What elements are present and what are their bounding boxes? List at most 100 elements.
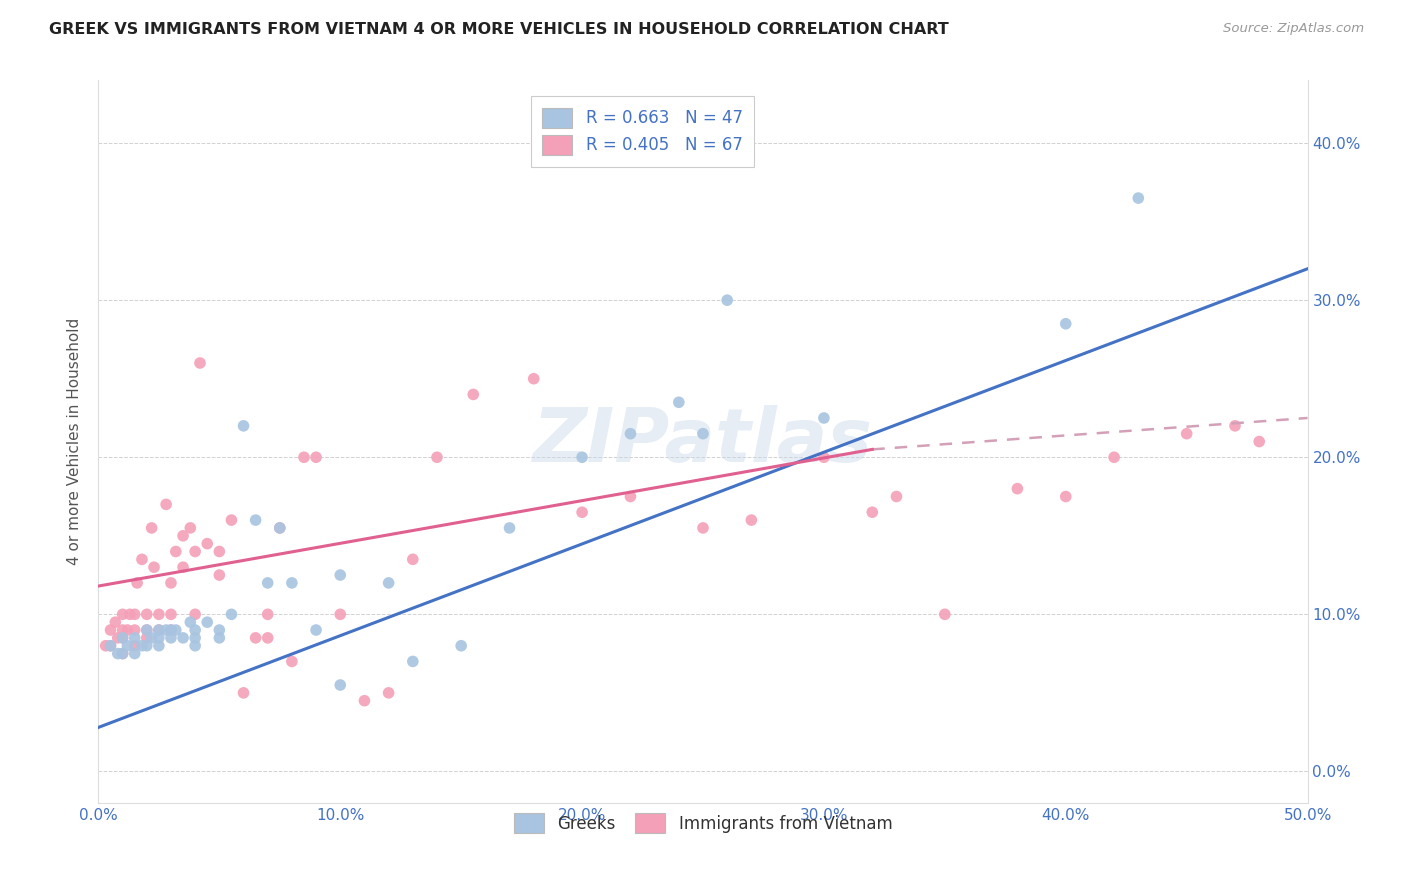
- Point: [117, 623, 139, 637]
- Point: [256, 575, 278, 590]
- Point: [208, 623, 231, 637]
- Point: [692, 521, 714, 535]
- Point: [232, 418, 254, 433]
- Point: [571, 450, 593, 465]
- Point: [131, 552, 153, 566]
- Point: [692, 426, 714, 441]
- Point: [135, 623, 157, 637]
- Point: [1054, 490, 1077, 504]
- Point: [402, 655, 425, 669]
- Point: [523, 372, 546, 386]
- Point: [1054, 317, 1077, 331]
- Point: [256, 607, 278, 622]
- Point: [184, 639, 207, 653]
- Point: [668, 395, 690, 409]
- Legend: Greeks, Immigrants from Vietnam: Greeks, Immigrants from Vietnam: [502, 801, 904, 845]
- Point: [1223, 418, 1246, 433]
- Point: [124, 639, 146, 653]
- Point: [463, 387, 485, 401]
- Point: [184, 607, 207, 622]
- Point: [1175, 426, 1198, 441]
- Text: Source: ZipAtlas.com: Source: ZipAtlas.com: [1223, 22, 1364, 36]
- Point: [571, 505, 593, 519]
- Point: [172, 560, 194, 574]
- Point: [208, 568, 231, 582]
- Point: [148, 631, 170, 645]
- Text: ZIPatlas: ZIPatlas: [533, 405, 873, 478]
- Point: [148, 623, 170, 637]
- Point: [195, 536, 218, 550]
- Point: [195, 615, 218, 630]
- Point: [232, 686, 254, 700]
- Point: [329, 678, 352, 692]
- Point: [305, 450, 328, 465]
- Point: [100, 639, 122, 653]
- Point: [148, 639, 170, 653]
- Point: [305, 623, 328, 637]
- Point: [111, 631, 134, 645]
- Point: [1007, 482, 1029, 496]
- Point: [94, 639, 117, 653]
- Point: [143, 560, 166, 574]
- Point: [221, 607, 243, 622]
- Point: [160, 623, 183, 637]
- Point: [716, 293, 738, 308]
- Point: [165, 544, 187, 558]
- Point: [886, 490, 908, 504]
- Point: [813, 450, 835, 465]
- Point: [118, 607, 141, 622]
- Point: [141, 521, 163, 535]
- Point: [172, 631, 194, 645]
- Point: [269, 521, 291, 535]
- Point: [269, 521, 291, 535]
- Point: [160, 607, 183, 622]
- Point: [221, 513, 243, 527]
- Point: [172, 529, 194, 543]
- Point: [256, 631, 278, 645]
- Point: [124, 623, 146, 637]
- Point: [402, 552, 425, 566]
- Point: [124, 631, 146, 645]
- Point: [160, 623, 183, 637]
- Point: [619, 490, 641, 504]
- Point: [111, 607, 134, 622]
- Point: [160, 575, 183, 590]
- Point: [245, 631, 267, 645]
- Point: [377, 575, 399, 590]
- Point: [188, 356, 211, 370]
- Point: [184, 623, 207, 637]
- Point: [245, 513, 267, 527]
- Point: [1249, 434, 1271, 449]
- Point: [127, 575, 149, 590]
- Point: [100, 623, 122, 637]
- Point: [740, 513, 762, 527]
- Point: [184, 544, 207, 558]
- Point: [426, 450, 449, 465]
- Point: [111, 647, 134, 661]
- Text: GREEK VS IMMIGRANTS FROM VIETNAM 4 OR MORE VEHICLES IN HOUSEHOLD CORRELATION CHA: GREEK VS IMMIGRANTS FROM VIETNAM 4 OR MO…: [49, 22, 949, 37]
- Point: [377, 686, 399, 700]
- Point: [281, 655, 304, 669]
- Point: [165, 623, 187, 637]
- Point: [111, 647, 134, 661]
- Point: [498, 521, 520, 535]
- Point: [179, 615, 201, 630]
- Point: [155, 623, 177, 637]
- Point: [148, 607, 170, 622]
- Point: [104, 615, 127, 630]
- Point: [111, 623, 134, 637]
- Point: [184, 631, 207, 645]
- Point: [860, 505, 883, 519]
- Point: [124, 647, 146, 661]
- Point: [107, 647, 129, 661]
- Point: [135, 607, 157, 622]
- Point: [135, 623, 157, 637]
- Y-axis label: 4 or more Vehicles in Household: 4 or more Vehicles in Household: [67, 318, 83, 566]
- Point: [107, 631, 129, 645]
- Point: [141, 631, 163, 645]
- Point: [1128, 191, 1150, 205]
- Point: [135, 639, 157, 653]
- Point: [329, 568, 352, 582]
- Point: [329, 607, 352, 622]
- Point: [934, 607, 956, 622]
